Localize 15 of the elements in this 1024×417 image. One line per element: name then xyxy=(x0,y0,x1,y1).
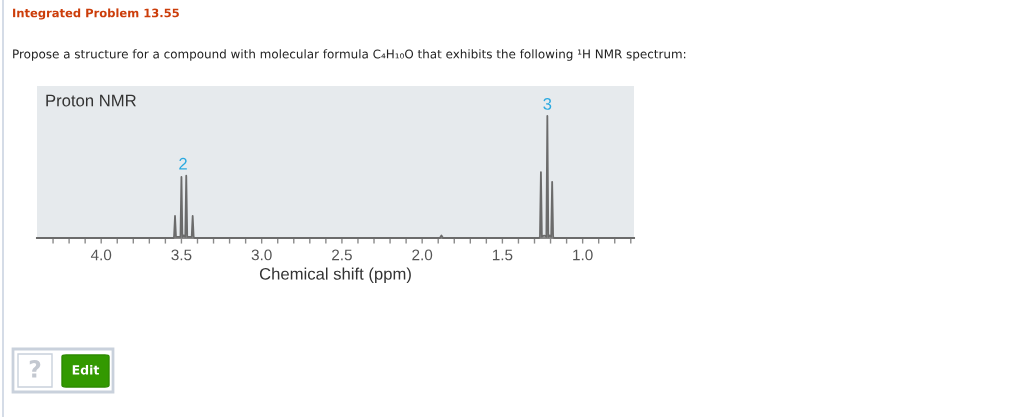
text: Edit xyxy=(72,364,100,375)
x-tick-label: 1.5 xyxy=(492,249,513,261)
x-tick-label: 3.5 xyxy=(171,249,192,261)
chart-title: Integrated Problem 13.55 xyxy=(13,8,179,20)
chart-subtitle: Propose a structure for a compound with molecular formula C₄H₁₀O that exhibits the following ¹H NMR spectrum: xyxy=(13,49,686,61)
annotation: 2 xyxy=(179,157,187,170)
x-tick-label: 2.0 xyxy=(412,249,433,261)
text: ? xyxy=(29,359,41,378)
x-tick-label: 2.5 xyxy=(332,249,352,261)
x-tick-label: 4.0 xyxy=(90,249,112,261)
x-axis-title: Chemical shift (ppm) xyxy=(259,267,411,284)
x-tick-label: 3.0 xyxy=(251,249,272,261)
x-tick-label: 1.0 xyxy=(573,249,593,261)
annotation: 3 xyxy=(543,98,552,110)
text: Proton NMR xyxy=(46,94,136,107)
